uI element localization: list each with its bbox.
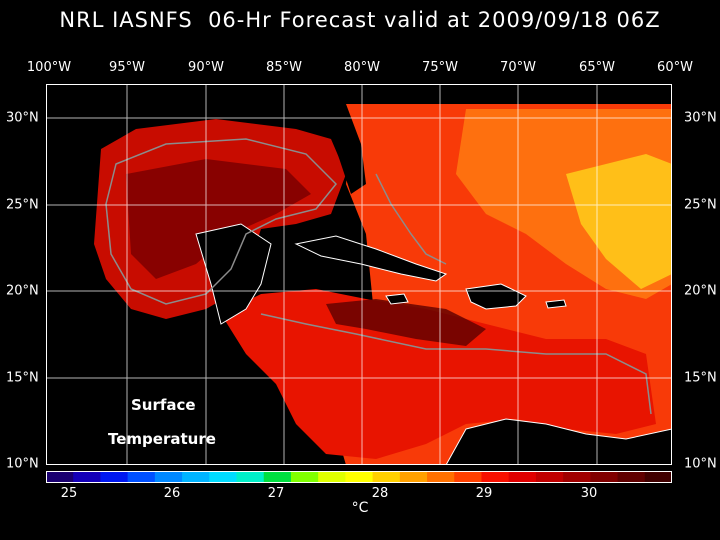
gulf-dark-core [126, 159, 311, 279]
colorbar-swatch [100, 471, 129, 483]
colorbar-swatch [46, 471, 74, 483]
latitude-label-15n-left: 15°N [6, 370, 39, 386]
temperature-colorbar [46, 471, 672, 483]
map-border [46, 84, 672, 465]
colorbar-tick-26: 26 [163, 486, 181, 501]
colorbar-swatch [508, 471, 537, 483]
map-canvas [46, 84, 672, 465]
colorbar-swatch [644, 471, 672, 483]
gulf-contour [105, 138, 338, 305]
longitude-label-65w: 65°W [579, 60, 615, 75]
colorbar-swatch [236, 471, 265, 483]
caribbean-sea [221, 289, 656, 459]
depth-contours [105, 138, 652, 415]
atlantic-warmest-patch [566, 154, 672, 289]
colorbar-tick-27: 27 [267, 486, 285, 501]
colorbar-swatch [263, 471, 292, 483]
colorbar-swatch [427, 471, 455, 483]
latitude-label-25n-right: 25°N [684, 197, 717, 213]
colorbar-swatch [399, 471, 428, 483]
longitude-label-75w: 75°W [422, 60, 458, 75]
latitude-label-10n-right: 10°N [684, 456, 717, 472]
colorbar-swatch [345, 471, 374, 483]
colorbar-swatches [46, 471, 672, 483]
colorbar-tick-25: 25 [60, 486, 78, 501]
longitude-label-80w: 80°W [344, 60, 380, 75]
colorbar-swatch [590, 471, 619, 483]
lat-lon-grid [46, 84, 672, 465]
latitude-label-10n-left: 10°N [6, 456, 39, 472]
colorbar-swatch [481, 471, 510, 483]
map-title: NRL IASNFS 06-Hr Forecast valid at 2009/… [59, 8, 661, 32]
latitude-label-25n-left: 25°N [6, 197, 39, 213]
temperature-map: Surface Temperature [46, 84, 672, 465]
longitude-label-100w: 100°W [26, 60, 72, 75]
colorbar-border [46, 471, 672, 483]
caribbean-dark-core [326, 299, 486, 346]
latitude-label-30n-left: 30°N [6, 110, 39, 126]
colorbar-swatch [563, 471, 591, 483]
longitude-label-85w: 85°W [266, 60, 302, 75]
south-america-land [445, 418, 672, 465]
colorbar-swatch [127, 471, 156, 483]
colorbar-swatch [535, 471, 564, 483]
longitude-label-90w: 90°W [188, 60, 224, 75]
longitude-label-95w: 95°W [109, 60, 145, 75]
latitude-label-20n-left: 20°N [6, 283, 39, 299]
bahamas-contour [375, 173, 447, 265]
colorbar-tick-28: 28 [371, 486, 389, 501]
colorbar-swatch [617, 471, 646, 483]
hispaniola-land [465, 283, 527, 310]
colorbar-unit: °C [351, 500, 369, 516]
colorbar-swatch [372, 471, 401, 483]
colorbar-tick-30: 30 [580, 486, 598, 501]
latitude-label-20n-right: 20°N [684, 283, 717, 299]
longitude-label-70w: 70°W [500, 60, 536, 75]
colorbar-swatch [154, 471, 183, 483]
caribbean-contour [260, 313, 652, 415]
jamaica-land [385, 293, 409, 305]
longitude-label-60w: 60°W [657, 60, 693, 75]
colorbar-tick-29: 29 [475, 486, 493, 501]
field-label-surface: Surface [131, 396, 196, 414]
colorbar-swatch [454, 471, 482, 483]
colorbar-swatch [290, 471, 319, 483]
field-label-temperature: Temperature [108, 430, 216, 448]
colorbar-swatch [73, 471, 101, 483]
colorbar-swatch [182, 471, 210, 483]
puerto-rico-land [545, 299, 567, 309]
florida-land [331, 104, 366, 194]
latitude-label-30n-right: 30°N [684, 110, 717, 126]
latitude-label-15n-right: 15°N [684, 370, 717, 386]
colorbar-swatch [209, 471, 238, 483]
colorbar-swatch [318, 471, 346, 483]
cuba-land [294, 235, 448, 282]
